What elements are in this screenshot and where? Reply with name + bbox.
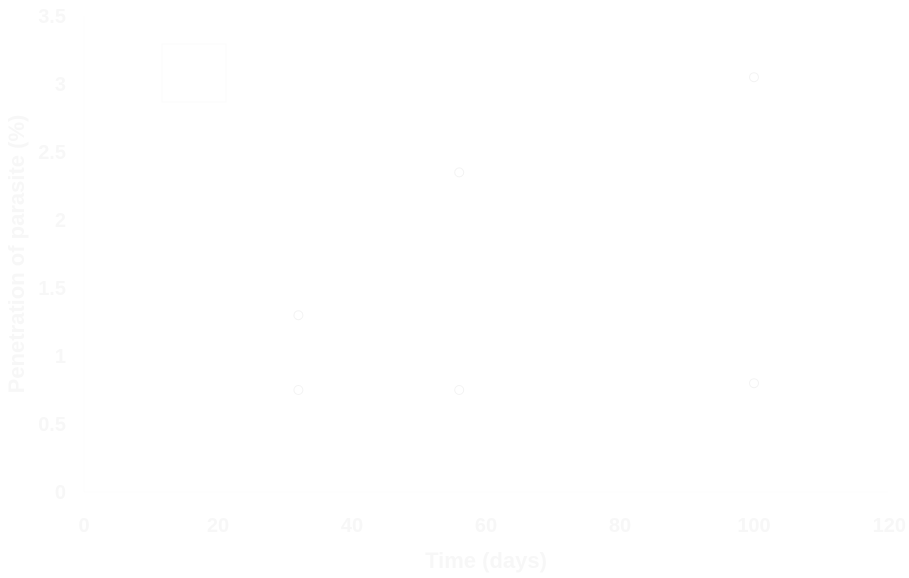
x-axis-label: Time (days) bbox=[425, 548, 547, 573]
x-tick-label: 0 bbox=[78, 515, 89, 537]
x-tick-label: 40 bbox=[341, 515, 363, 537]
y-tick-label: 2.5 bbox=[38, 142, 66, 164]
x-tick-label: 100 bbox=[737, 515, 770, 537]
x-tick-label: 20 bbox=[207, 515, 229, 537]
y-tick-label: 1.5 bbox=[38, 278, 66, 300]
legend bbox=[161, 43, 227, 103]
x-tick-label: 120 bbox=[873, 515, 906, 537]
y-tick-label: 2 bbox=[55, 210, 66, 232]
y-tick-label: 0.5 bbox=[38, 414, 66, 436]
y-axis-label: Penetration of parasite (%) bbox=[4, 115, 29, 394]
data-point bbox=[454, 385, 465, 395]
data-points bbox=[293, 72, 759, 395]
data-point bbox=[749, 72, 759, 83]
y-tick-label: 3 bbox=[55, 74, 66, 96]
y-tick-label: 0 bbox=[55, 482, 66, 504]
x-tick-labels: 0 20 40 60 80 100 120 bbox=[78, 515, 906, 537]
x-tick-label: 60 bbox=[475, 515, 497, 537]
plot-area bbox=[83, 16, 888, 493]
data-point bbox=[293, 310, 304, 321]
x-tick-label: 80 bbox=[609, 515, 631, 537]
y-tick-label: 1 bbox=[55, 346, 66, 368]
legend-box bbox=[161, 43, 227, 103]
y-tick-labels: 0 0.5 1 1.5 2 2.5 3 3.5 bbox=[38, 6, 66, 504]
data-point bbox=[293, 385, 304, 395]
data-point bbox=[749, 378, 759, 389]
y-tick-label: 3.5 bbox=[38, 6, 66, 28]
data-point bbox=[454, 167, 465, 178]
